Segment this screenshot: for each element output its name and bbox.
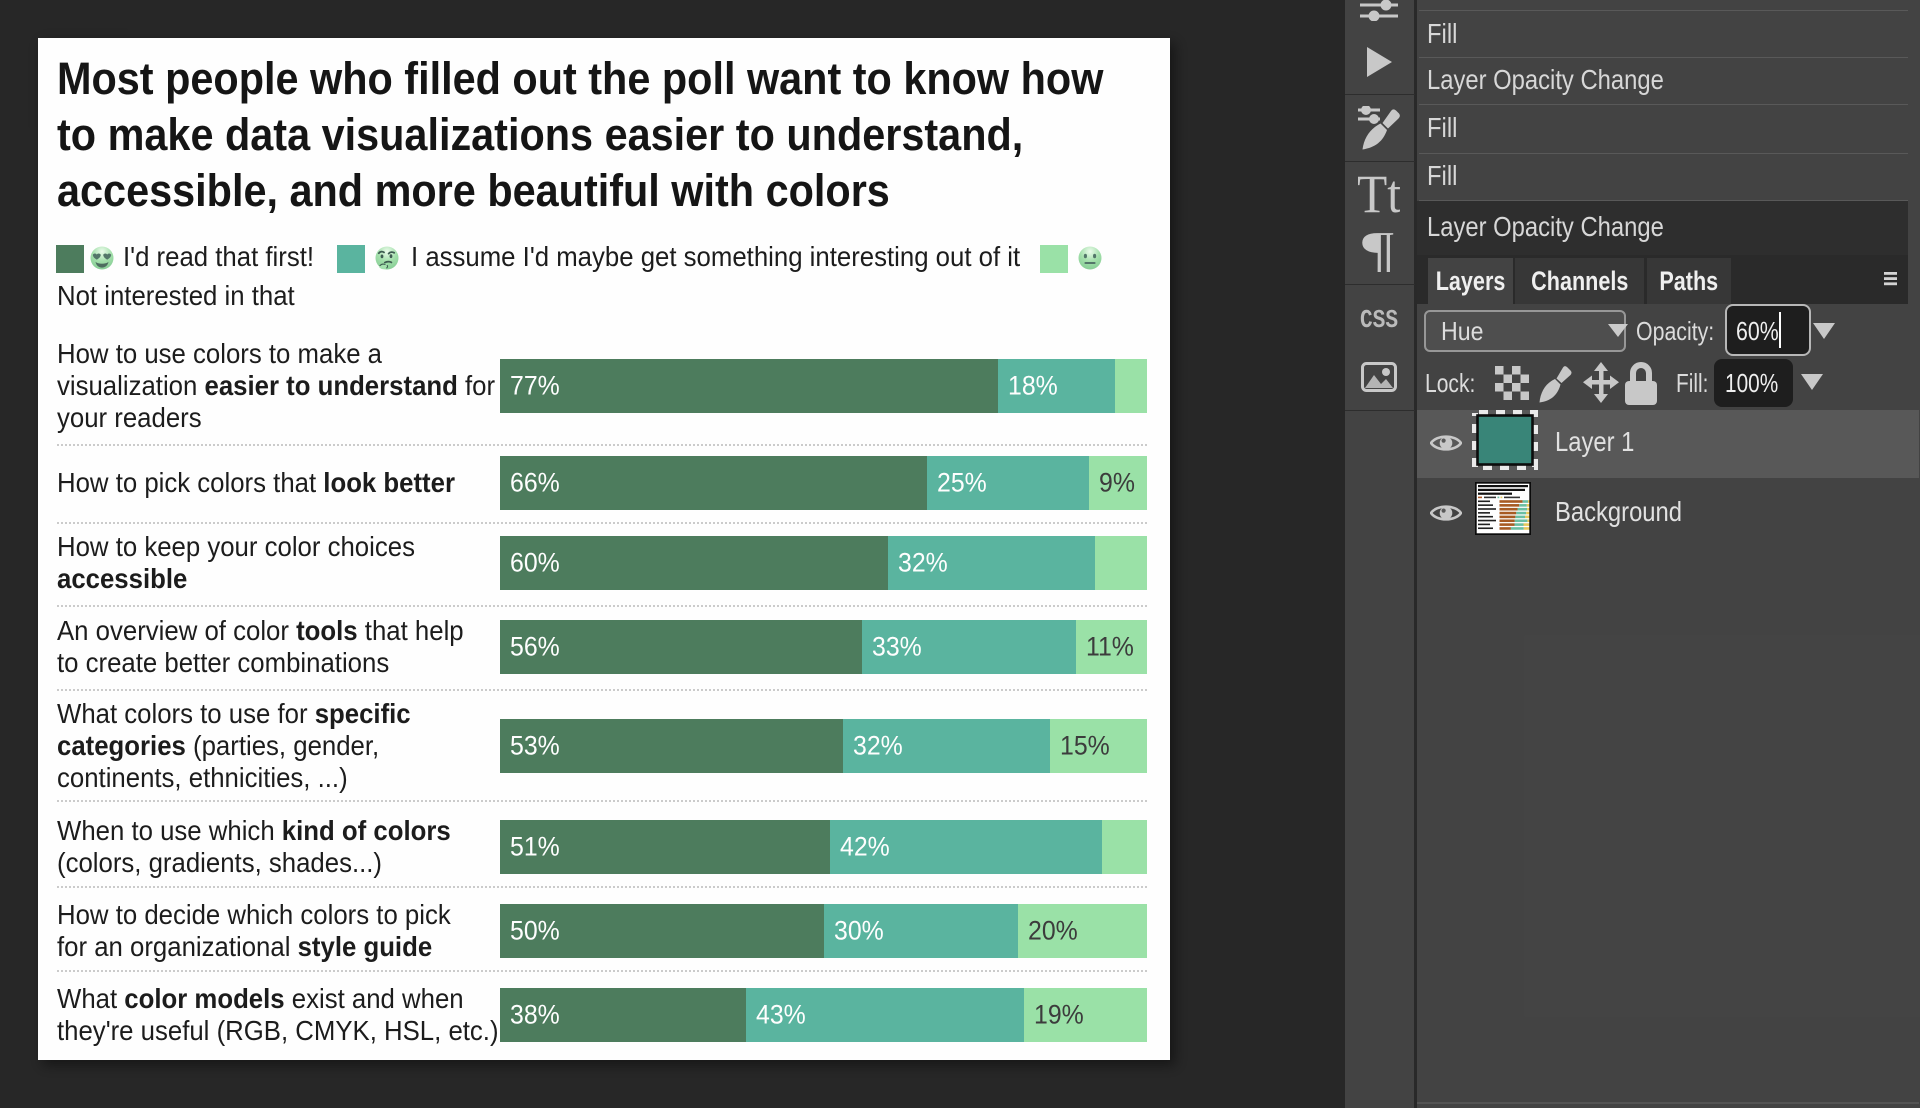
svg-text:Tt: Tt [1358, 172, 1400, 214]
svg-text:CSS: CSS [1360, 307, 1398, 331]
svg-text:¶: ¶ [1362, 230, 1394, 272]
